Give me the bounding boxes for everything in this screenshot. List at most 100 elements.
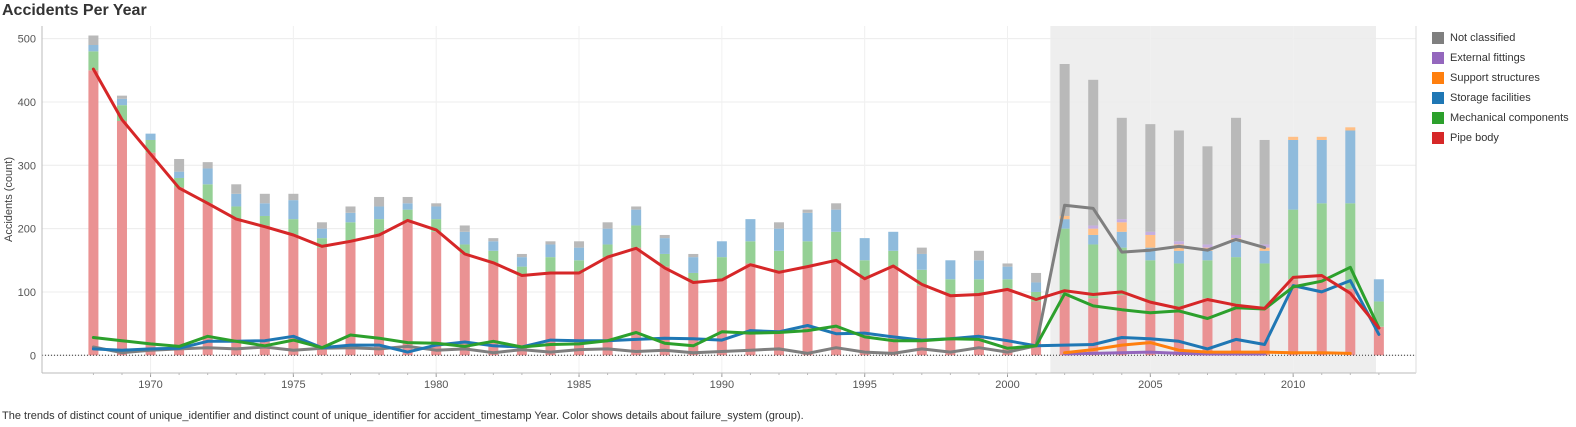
bar-segment <box>659 234 670 239</box>
bar-segment <box>831 231 842 261</box>
bar-segment <box>1231 241 1242 258</box>
bar-segment <box>488 250 499 264</box>
bar-segment <box>574 272 585 356</box>
bar-segment <box>1031 282 1042 292</box>
bar-segment <box>831 260 842 356</box>
bar-segment <box>259 203 270 216</box>
bar-segment <box>1145 124 1156 232</box>
bar-segment <box>1259 247 1270 251</box>
series-line <box>91 265 1381 350</box>
bar-segment <box>1259 139 1270 245</box>
bar-segment <box>1173 263 1184 308</box>
bar-segment <box>1259 263 1270 308</box>
bar-segment <box>1316 276 1327 356</box>
y-tick-label: 200 <box>18 224 36 236</box>
bar-segment <box>688 253 699 258</box>
bar-segment <box>916 253 927 270</box>
bar-segment <box>631 206 642 210</box>
bar-segment <box>1145 247 1156 261</box>
bar-segment <box>145 152 156 356</box>
y-tick-label: 0 <box>30 350 36 362</box>
legend-label: Storage facilities <box>1450 92 1531 104</box>
chart-legend: Not classified External fittings Support s… <box>1432 28 1569 148</box>
legend-label: External fittings <box>1450 52 1526 64</box>
bar-segment <box>802 212 813 242</box>
bar-segment <box>1088 228 1099 235</box>
bar-segment <box>1116 222 1127 232</box>
bar-segment <box>488 238 499 242</box>
bar-segment <box>288 200 299 220</box>
bar-segment <box>145 139 156 153</box>
bar-segment <box>88 44 99 52</box>
x-tick-label: 1995 <box>852 379 876 391</box>
legend-item[interactable]: Storage facilities <box>1432 88 1569 108</box>
bar-segment <box>288 219 299 235</box>
bar-segment <box>1345 127 1356 131</box>
bar-segment <box>545 272 556 356</box>
bar-segment <box>859 238 870 261</box>
bar-segment <box>631 225 642 248</box>
bar-segment <box>659 266 670 356</box>
bar-segment <box>773 272 784 356</box>
bar-segment <box>1345 130 1356 204</box>
bar-segment <box>1373 301 1384 327</box>
y-tick-label: 400 <box>18 97 36 109</box>
x-tick-label: 1985 <box>567 379 591 391</box>
bar-segment <box>1202 146 1213 245</box>
bar-segment <box>259 193 270 204</box>
bar-segment <box>174 158 185 172</box>
bar-segment <box>1202 260 1213 299</box>
bar-segment <box>1059 228 1070 296</box>
bar-segment <box>659 238 670 254</box>
bar-segment <box>1259 307 1270 356</box>
legend-label: Support structures <box>1450 72 1540 84</box>
legend-item[interactable]: Pipe body <box>1432 128 1569 148</box>
bar-segment <box>1145 231 1156 235</box>
bar-segment <box>1259 250 1270 264</box>
bar-segment <box>459 225 470 232</box>
page-title: Accidents Per Year <box>2 2 147 19</box>
legend-item[interactable]: External fittings <box>1432 48 1569 68</box>
bar-segment <box>574 247 585 261</box>
x-tick-label: 1975 <box>281 379 305 391</box>
x-tick-label: 1990 <box>710 379 734 391</box>
bar-segment <box>1202 244 1213 248</box>
bar-segment <box>1031 301 1042 356</box>
bar-segment <box>374 206 385 220</box>
legend-item[interactable]: Mechanical components <box>1432 108 1569 128</box>
bar-segment <box>1231 234 1242 239</box>
bar-segment <box>1059 63 1070 216</box>
bar-segment <box>716 279 727 356</box>
bar-segment <box>1002 288 1013 356</box>
bar-segment <box>916 269 927 286</box>
x-tick-label: 2005 <box>1138 379 1162 391</box>
bar-segment <box>202 168 213 185</box>
bar-segment <box>116 98 127 106</box>
bar-segment <box>659 253 670 267</box>
bar-segment <box>1231 304 1242 356</box>
bar-segment <box>1002 266 1013 280</box>
bar-segment <box>802 266 813 356</box>
bar-segment <box>1316 139 1327 204</box>
bar-segment <box>545 257 556 273</box>
bar-segment <box>488 241 499 251</box>
bar-segment <box>1059 295 1070 356</box>
bar-segment <box>259 225 270 356</box>
bar-segment <box>402 222 413 356</box>
bar-segment <box>88 35 99 45</box>
bar-segment <box>1288 136 1299 140</box>
bar-segment <box>174 177 185 188</box>
legend-item[interactable]: Not classified <box>1432 28 1569 48</box>
bar-segment <box>916 247 927 254</box>
bar-segment <box>116 95 127 99</box>
bar-segment <box>459 244 470 254</box>
x-tick-label: 1970 <box>138 379 162 391</box>
bar-segment <box>1173 241 1184 245</box>
bar-segment <box>174 171 185 178</box>
bar-segment <box>402 203 413 210</box>
legend-item[interactable]: Support structures <box>1432 68 1569 88</box>
bar-segment <box>1116 295 1127 356</box>
bar-segment <box>459 231 470 245</box>
bar-segment <box>1373 326 1384 356</box>
bar-segment <box>345 206 356 213</box>
